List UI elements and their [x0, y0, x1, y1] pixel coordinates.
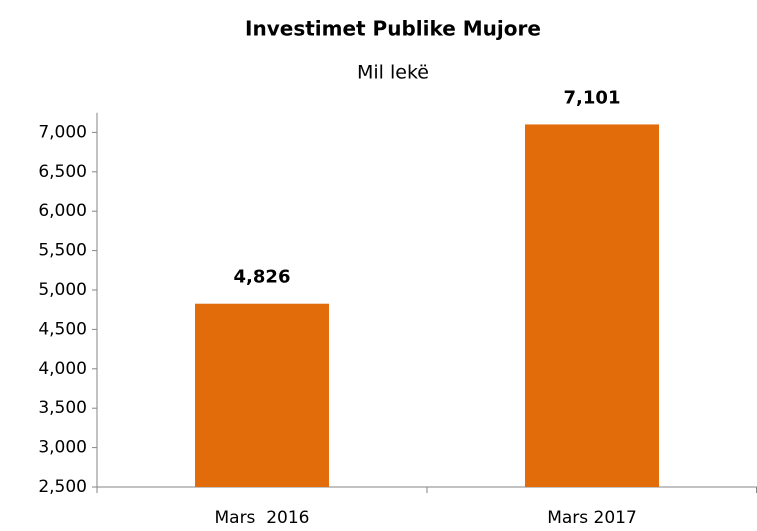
y-tick-label: 6,500 [38, 162, 87, 182]
y-tick-label: 2,500 [38, 477, 87, 497]
bar [525, 124, 659, 488]
y-tick-label: 4,000 [38, 359, 87, 379]
y-tick-label: 3,500 [38, 398, 87, 418]
x-tick-label: Mars 2017 [547, 508, 637, 528]
y-tick-label: 5,000 [38, 280, 87, 300]
y-tick-label: 4,500 [38, 319, 87, 339]
y-tick-label: 5,500 [38, 241, 87, 261]
chart-title: Investimet Publike Mujore [245, 17, 541, 41]
bar [195, 303, 329, 487]
y-tick-label: 7,000 [38, 122, 87, 142]
y-tick-label: 6,000 [38, 201, 87, 221]
value-label: 7,101 [564, 87, 621, 108]
value-label: 4,826 [234, 267, 291, 288]
x-tick-label: Mars 2016 [214, 508, 309, 528]
chart-subtitle: Mil lekë [357, 62, 429, 84]
y-tick-label: 3,000 [38, 438, 87, 458]
